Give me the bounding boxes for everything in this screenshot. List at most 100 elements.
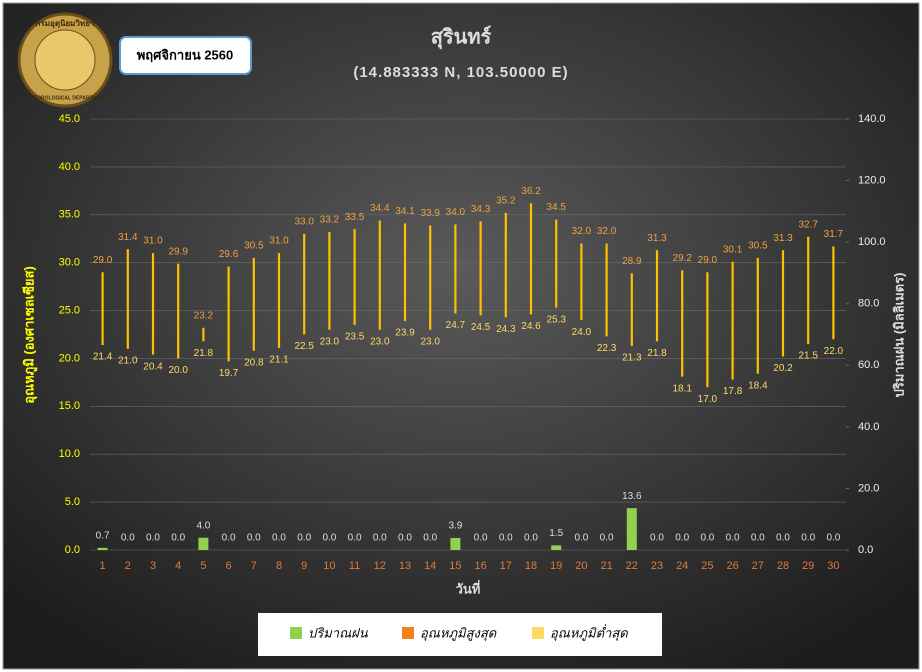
min-label: 17.0 bbox=[698, 394, 718, 405]
rain-bar bbox=[450, 537, 461, 550]
legend-label: อุณหภูมิสูงสุด bbox=[420, 625, 497, 641]
x-tick-label: 11 bbox=[349, 560, 360, 572]
rain-bar bbox=[626, 508, 637, 550]
min-label: 21.3 bbox=[622, 353, 642, 364]
rain-label: 1.5 bbox=[549, 528, 563, 539]
x-tick-label: 26 bbox=[726, 560, 738, 572]
x-tick-label: 24 bbox=[676, 560, 688, 572]
chart-title: สุรินทร์ bbox=[431, 25, 492, 49]
max-label: 31.3 bbox=[773, 233, 793, 244]
max-label: 30.1 bbox=[723, 244, 743, 255]
min-label: 21.0 bbox=[118, 356, 138, 367]
rain-label: 0.7 bbox=[96, 530, 110, 541]
x-tick-label: 19 bbox=[550, 560, 562, 572]
max-label: 33.2 bbox=[320, 215, 340, 226]
x-tick-label: 13 bbox=[399, 560, 411, 572]
logo-center bbox=[34, 29, 96, 91]
period: พฤศจิกายน 2560 bbox=[137, 47, 234, 62]
chart-subtitle: (14.883333 N, 103.50000 E) bbox=[353, 64, 568, 81]
rain-bar bbox=[198, 537, 209, 550]
period-box bbox=[119, 36, 252, 75]
max-label: 34.0 bbox=[446, 207, 466, 218]
max-label: 23.2 bbox=[194, 310, 214, 321]
legend-swatch bbox=[290, 627, 302, 639]
x-tick-label: 29 bbox=[802, 560, 814, 572]
min-label: 20.2 bbox=[773, 363, 793, 374]
max-label: 33.9 bbox=[420, 208, 440, 219]
min-label: 21.5 bbox=[798, 351, 818, 362]
x-tick-label: 5 bbox=[200, 560, 206, 572]
y2-tick-label: 140.0 bbox=[858, 113, 886, 125]
min-label: 20.0 bbox=[168, 365, 188, 376]
max-label: 36.2 bbox=[521, 186, 541, 197]
x-tick-label: 20 bbox=[575, 560, 587, 572]
min-label: 24.3 bbox=[496, 324, 516, 335]
max-label: 34.1 bbox=[395, 206, 415, 217]
max-label: 31.3 bbox=[647, 233, 667, 244]
min-label: 25.3 bbox=[546, 314, 566, 325]
y-tick-label: 5.0 bbox=[65, 496, 80, 508]
max-label: 34.4 bbox=[370, 203, 390, 214]
x-axis-title: วันที่ bbox=[456, 579, 481, 596]
x-tick-label: 14 bbox=[424, 560, 436, 572]
min-label: 23.0 bbox=[420, 336, 440, 347]
y2-axis-title: ปริมาณฝน (มิลลิเมตร) bbox=[891, 273, 906, 398]
y-tick-label: 30.0 bbox=[59, 257, 80, 269]
rain-label: 0.0 bbox=[574, 533, 588, 544]
min-label: 21.8 bbox=[194, 348, 214, 359]
max-label: 32.0 bbox=[597, 226, 617, 237]
max-label: 29.2 bbox=[672, 253, 692, 264]
y-tick-label: 15.0 bbox=[59, 400, 80, 412]
min-label: 20.8 bbox=[244, 357, 264, 368]
max-label: 30.5 bbox=[748, 241, 768, 252]
legend-label: ปริมาณฝน bbox=[308, 625, 369, 640]
legend-box bbox=[258, 613, 662, 656]
x-tick-label: 17 bbox=[500, 560, 512, 572]
rain-label: 13.6 bbox=[622, 491, 642, 502]
x-tick-label: 3 bbox=[150, 560, 156, 572]
max-label: 29.6 bbox=[219, 249, 239, 260]
max-label: 29.0 bbox=[698, 255, 718, 266]
rain-label: 0.0 bbox=[272, 533, 286, 544]
y2-tick-label: 80.0 bbox=[858, 298, 879, 310]
min-label: 17.8 bbox=[723, 386, 743, 397]
x-tick-label: 22 bbox=[626, 560, 638, 572]
max-label: 34.5 bbox=[546, 202, 566, 213]
x-tick-label: 2 bbox=[125, 560, 131, 572]
min-label: 23.0 bbox=[320, 336, 340, 347]
y-tick-label: 0.0 bbox=[65, 544, 80, 556]
y2-tick-label: 40.0 bbox=[858, 421, 879, 433]
max-label: 32.0 bbox=[572, 226, 592, 237]
x-tick-label: 28 bbox=[777, 560, 789, 572]
legend-swatch bbox=[532, 627, 544, 639]
x-tick-label: 15 bbox=[449, 560, 461, 572]
min-label: 18.1 bbox=[672, 383, 692, 394]
x-tick-label: 6 bbox=[226, 560, 232, 572]
rain-label: 3.9 bbox=[448, 521, 462, 532]
rain-label: 0.0 bbox=[423, 533, 437, 544]
y-tick-label: 45.0 bbox=[59, 113, 80, 125]
y2-tick-label: 60.0 bbox=[858, 359, 879, 371]
legend-label: อุณหภูมิต่ำสุด bbox=[550, 623, 628, 641]
y-tick-label: 20.0 bbox=[59, 352, 80, 364]
x-tick-label: 25 bbox=[701, 560, 713, 572]
max-label: 33.5 bbox=[345, 212, 365, 223]
logo-bottom-text: METEOROLOGICAL DEPARTMENT bbox=[23, 95, 106, 101]
max-label: 28.9 bbox=[622, 256, 642, 267]
rain-label: 0.0 bbox=[776, 533, 790, 544]
max-label: 29.9 bbox=[168, 246, 188, 257]
rain-label: 0.0 bbox=[826, 533, 840, 544]
min-label: 23.5 bbox=[345, 332, 365, 343]
logo-top-text: กรมอุตุนิยมวิทยา bbox=[36, 19, 95, 29]
y2-tick-label: 20.0 bbox=[858, 482, 879, 494]
rain-label: 0.0 bbox=[474, 533, 488, 544]
y-tick-label: 35.0 bbox=[59, 209, 80, 221]
rain-label: 0.0 bbox=[751, 533, 765, 544]
min-label: 23.0 bbox=[370, 336, 390, 347]
rain-label: 0.0 bbox=[801, 533, 815, 544]
rain-label: 0.0 bbox=[121, 533, 135, 544]
min-label: 22.5 bbox=[294, 341, 314, 352]
min-label: 18.4 bbox=[748, 380, 768, 391]
x-tick-label: 9 bbox=[301, 560, 307, 572]
